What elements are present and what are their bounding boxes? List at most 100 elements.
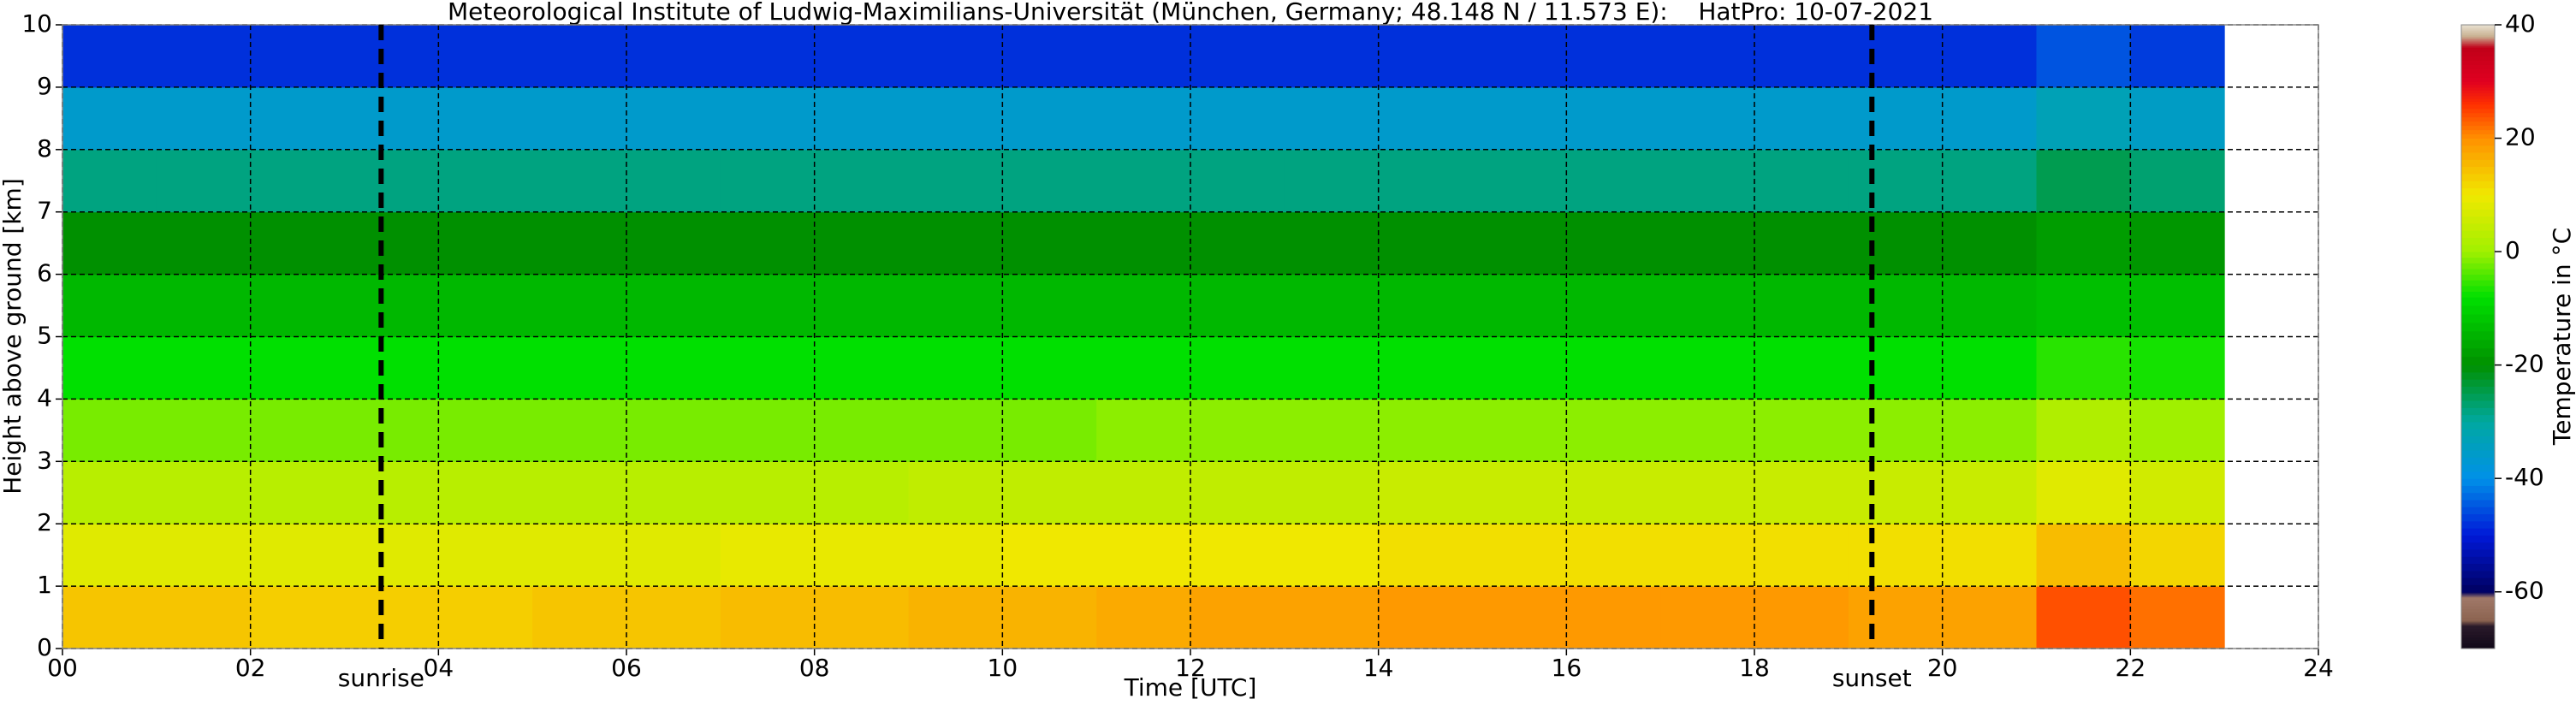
colorbar-segment bbox=[2461, 393, 2495, 401]
y-tick-label: 6 bbox=[37, 259, 52, 287]
heatmap-cell bbox=[532, 524, 627, 587]
heatmap-cell bbox=[156, 25, 252, 88]
heatmap-cell bbox=[250, 86, 345, 151]
heatmap-cell bbox=[1566, 149, 1661, 213]
colorbar-segment bbox=[2461, 414, 2495, 423]
colorbar-segment bbox=[2461, 619, 2495, 622]
heatmap-cell bbox=[156, 524, 252, 587]
colorbar-segment bbox=[2461, 125, 2495, 131]
x-tick-label: 08 bbox=[799, 654, 830, 682]
heatmap-cell bbox=[1754, 25, 1849, 88]
x-tick-label: 12 bbox=[1175, 654, 1206, 682]
heatmap-cell bbox=[1942, 586, 2037, 649]
heatmap-cell bbox=[720, 524, 816, 587]
colorbar-segment bbox=[2461, 596, 2495, 598]
heatmap-cell bbox=[2130, 149, 2225, 213]
colorbar-segment bbox=[2461, 429, 2495, 436]
heatmap-cell bbox=[1472, 524, 1567, 587]
heatmap-cell bbox=[1660, 336, 1755, 400]
heatmap-cell bbox=[62, 399, 157, 462]
colorbar-tick-label: -40 bbox=[2505, 463, 2544, 491]
heatmap-cell bbox=[1754, 86, 1849, 151]
heatmap-cell bbox=[1848, 25, 1944, 88]
colorbar-segment bbox=[2461, 98, 2495, 102]
heatmap-cell bbox=[1284, 149, 1380, 213]
colorbar-segment bbox=[2461, 507, 2495, 515]
colorbar-segment bbox=[2461, 622, 2495, 624]
heatmap-cell bbox=[1472, 86, 1567, 151]
heatmap-cell bbox=[814, 274, 909, 337]
heatmap-cell bbox=[626, 211, 721, 275]
heatmap-cell bbox=[1378, 586, 1473, 649]
heatmap-cell bbox=[1566, 336, 1661, 400]
heatmap-cell bbox=[1848, 149, 1944, 213]
colorbar-segment bbox=[2461, 549, 2495, 557]
heatmap-cell bbox=[908, 211, 1003, 275]
heatmap-cell bbox=[156, 149, 252, 213]
colorbar-segment bbox=[2461, 51, 2495, 56]
colorbar-segment bbox=[2461, 570, 2495, 578]
heatmap-cell bbox=[532, 274, 627, 337]
heatmap-cell bbox=[626, 399, 721, 462]
colorbar-segment bbox=[2461, 330, 2495, 341]
heatmap-cell bbox=[720, 86, 816, 151]
heatmap-cell bbox=[250, 586, 345, 649]
colorbar-segment bbox=[2461, 73, 2495, 78]
event-label: sunset bbox=[1832, 664, 1912, 692]
heatmap-cell bbox=[1284, 461, 1380, 524]
heatmap-cell bbox=[626, 586, 721, 649]
heatmap-cell bbox=[250, 274, 345, 337]
heatmap-cell bbox=[344, 399, 439, 462]
heatmap-cell bbox=[156, 86, 252, 151]
y-tick-label: 8 bbox=[37, 134, 52, 163]
colorbar-segment bbox=[2461, 556, 2495, 565]
colorbar-segment bbox=[2461, 628, 2495, 632]
colorbar-segment bbox=[2461, 95, 2495, 99]
heatmap-cell bbox=[1378, 336, 1473, 400]
heatmap-cell bbox=[1660, 211, 1755, 275]
colorbar-segment bbox=[2461, 592, 2495, 594]
colorbar-segment bbox=[2461, 637, 2495, 641]
heatmap-cell bbox=[1190, 25, 1285, 88]
heatmap-cell bbox=[532, 336, 627, 400]
colorbar-segment bbox=[2461, 485, 2495, 494]
colorbar-tick-label: 40 bbox=[2505, 9, 2536, 38]
colorbar-segment bbox=[2461, 624, 2495, 625]
heatmap-cell bbox=[344, 211, 439, 275]
colorbar-segment bbox=[2461, 222, 2495, 231]
heatmap-cell bbox=[1002, 586, 1097, 649]
colorbar-segment bbox=[2461, 600, 2495, 604]
heatmap-cell bbox=[1566, 586, 1661, 649]
heatmap-cell bbox=[1190, 274, 1285, 337]
heatmap-cell bbox=[2130, 274, 2225, 337]
heatmap-cell bbox=[814, 211, 909, 275]
heatmap-cell bbox=[250, 461, 345, 524]
colorbar-segment bbox=[2461, 263, 2495, 270]
heatmap-cell bbox=[1002, 211, 1097, 275]
colorbar-segment bbox=[2461, 435, 2495, 444]
heatmap-cell bbox=[62, 211, 157, 275]
colorbar-segment bbox=[2461, 268, 2495, 275]
heatmap-cell bbox=[814, 25, 909, 88]
heatmap-cell bbox=[1002, 461, 1097, 524]
heatmap-cell bbox=[720, 25, 816, 88]
heatmap-cell bbox=[1472, 149, 1567, 213]
colorbar-segment bbox=[2461, 520, 2495, 529]
colorbar-segment bbox=[2461, 187, 2495, 196]
colorbar-segment bbox=[2461, 478, 2495, 486]
heatmap-cell bbox=[1848, 524, 1944, 587]
colorbar-segment bbox=[2461, 44, 2495, 47]
x-tick-label: 04 bbox=[424, 654, 454, 682]
colorbar-segment bbox=[2461, 322, 2495, 332]
heatmap-cell bbox=[532, 399, 627, 462]
colorbar-segment bbox=[2461, 47, 2495, 52]
heatmap-cell bbox=[156, 211, 252, 275]
colorbar-segment bbox=[2461, 450, 2495, 458]
heatmap-cell bbox=[1942, 524, 2037, 587]
heatmap-cell bbox=[2130, 399, 2225, 462]
colorbar-segment bbox=[2461, 209, 2495, 217]
heatmap-cell bbox=[1754, 274, 1849, 337]
colorbar-segment bbox=[2461, 41, 2495, 44]
heatmap-cell bbox=[1096, 524, 1191, 587]
heatmap-cell bbox=[626, 274, 721, 337]
